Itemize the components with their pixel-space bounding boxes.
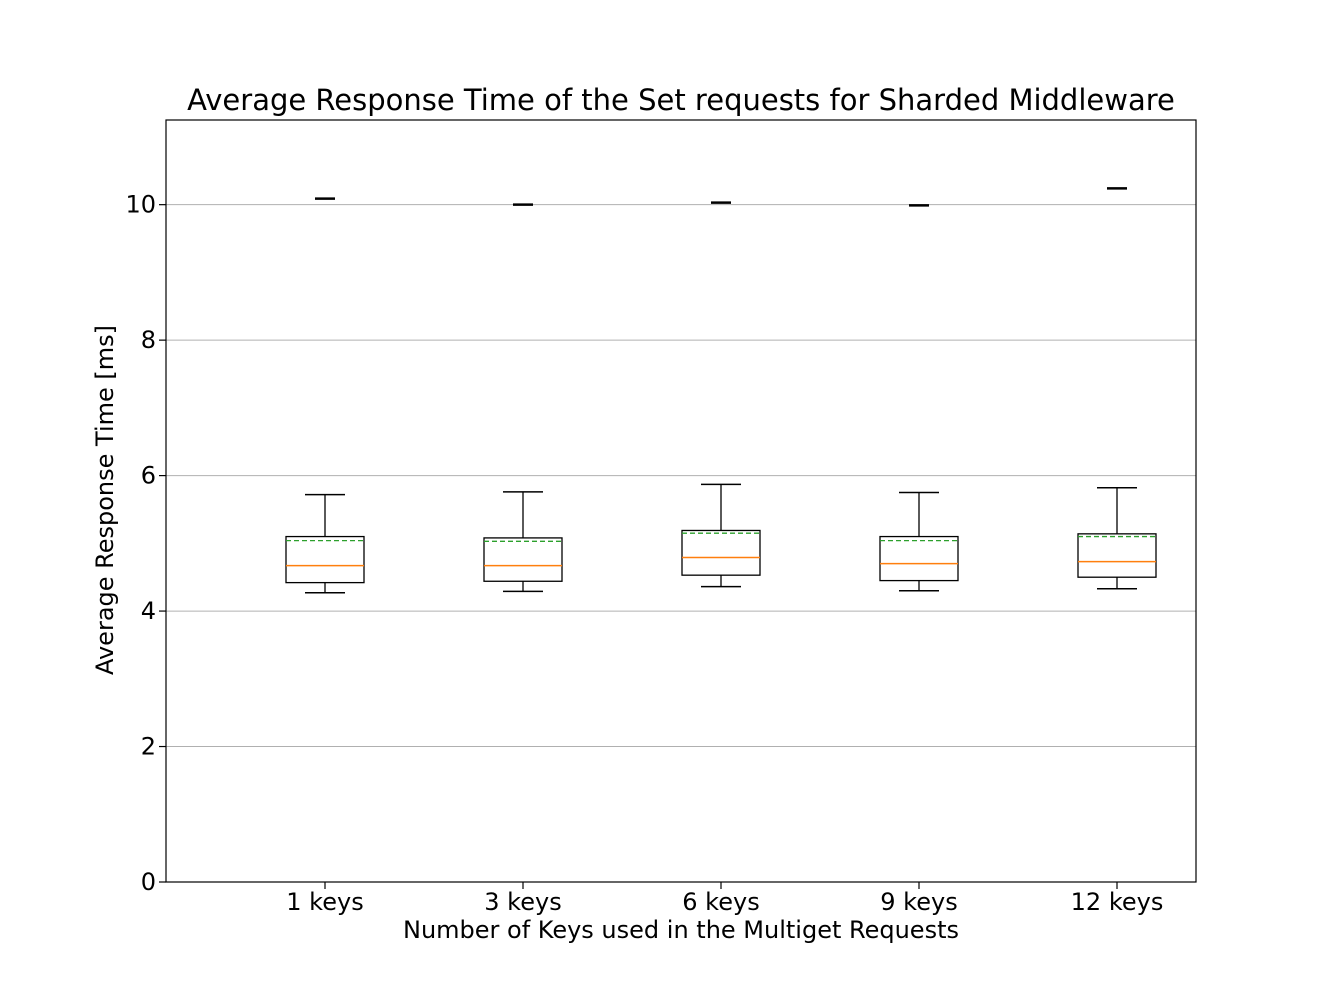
box-body [1077,533,1157,578]
x-tick-label: 6 keys [682,888,759,916]
x-tick-label: 3 keys [484,888,561,916]
box-body [285,535,365,584]
x-tick-label: 12 keys [1071,888,1164,916]
x-tick-label: 1 keys [286,888,363,916]
y-tick-label: 10 [125,191,156,219]
box-body [879,535,959,582]
axes: 0 2 4 6 8 10 1 keys 3 keys 6 keys 9 keys 12 keys [125,119,1197,916]
plot-frame [165,119,1197,883]
box-body [483,537,563,582]
gridlines [166,204,1196,748]
y-axis-label: Average Response Time [ms] [91,325,119,675]
x-tick-label: 9 keys [880,888,957,916]
y-tick-label: 6 [141,462,156,490]
y-tick-label: 2 [141,733,156,761]
box-body [681,529,761,576]
chart-title: Average Response Time of the Set request… [187,83,1175,117]
y-tick-label: 8 [141,326,156,354]
x-axis-label: Number of Keys used in the Multiget Requ… [403,916,959,944]
box-series [285,187,1157,594]
y-tick-label: 4 [141,597,156,625]
y-tick-label: 0 [141,868,156,896]
